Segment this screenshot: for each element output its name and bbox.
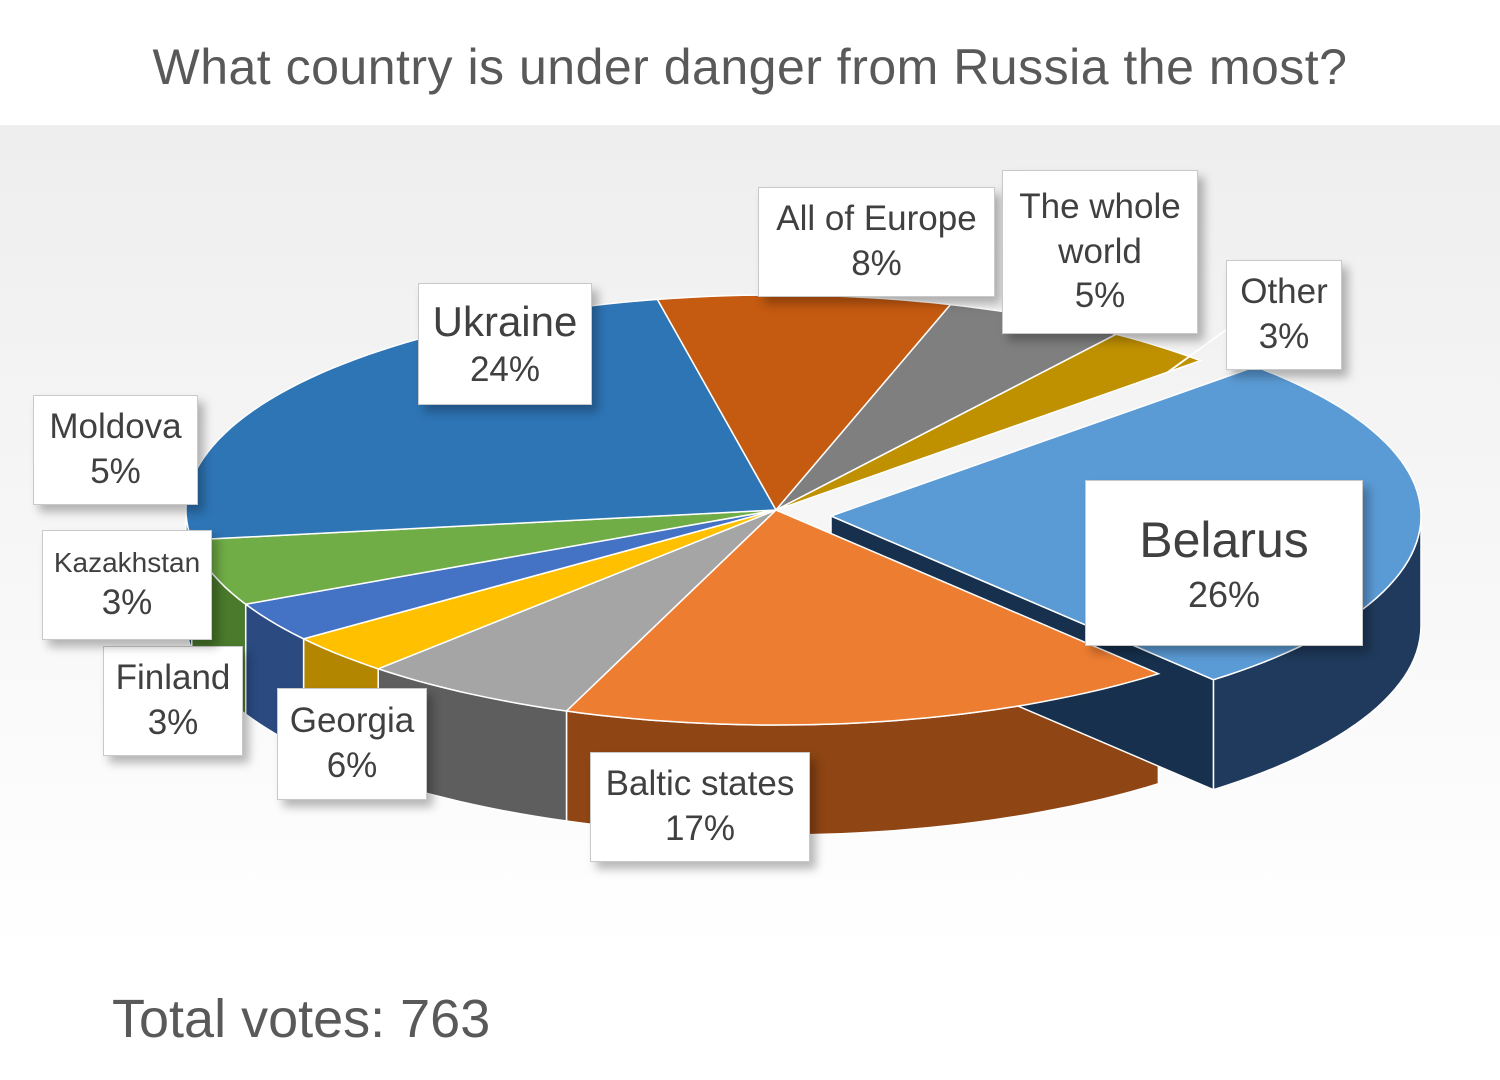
data-label-text: Baltic states [605, 764, 795, 804]
data-label-text: 5% [90, 452, 141, 491]
data-label-text: Belarus [1139, 511, 1309, 568]
total-votes: Total votes: 763 [112, 989, 491, 1049]
data-label-text: 17% [664, 809, 736, 848]
slice-baltic-states [564, 509, 1161, 726]
data-label-text: 5% [1074, 276, 1126, 316]
slice-georgia [375, 509, 777, 712]
data-label-text: All of Europe [776, 199, 977, 239]
data-label-text: 3% [101, 582, 153, 622]
data-label-finland: Finland 3% [103, 646, 243, 756]
leader-line-other [1167, 329, 1227, 373]
data-label-belarus: Belarus 26% [1085, 480, 1363, 646]
chart-title: What country is under danger from Russia… [152, 39, 1348, 95]
data-label-the-whole-world: The whole world 5% [1002, 170, 1198, 334]
data-label-text: world [1058, 231, 1142, 271]
data-label-text: The whole [1019, 186, 1181, 226]
data-label-text: 26% [1187, 573, 1261, 615]
data-label-text: 3% [147, 703, 199, 742]
data-label-text: Georgia [289, 701, 415, 741]
data-label-text: Moldova [49, 407, 182, 447]
data-label-all-of-europe: All of Europe 8% [758, 187, 995, 297]
data-label-baltic-states: Baltic states 17% [590, 752, 810, 862]
data-label-kazakhstan: Kazakhstan 3% [42, 530, 212, 640]
data-label-text: 6% [326, 746, 378, 785]
data-label-moldova: Moldova 5% [33, 395, 198, 505]
leader-lines [1167, 329, 1227, 373]
data-label-text: Ukraine [432, 297, 578, 345]
data-label-text: 3% [1258, 317, 1310, 356]
data-label-ukraine: Ukraine 24% [418, 283, 592, 405]
slice-other [775, 333, 1203, 511]
slice-finland [301, 509, 777, 670]
data-label-text: Kazakhstan [53, 546, 201, 578]
slice-kazakhstan [243, 509, 777, 640]
data-label-text: 8% [851, 244, 902, 283]
data-label-text: 24% [469, 350, 541, 390]
data-label-text: Other [1240, 272, 1328, 312]
data-label-text: Finland [115, 658, 231, 698]
data-label-other: Other 3% [1226, 260, 1342, 370]
data-label-georgia: Georgia 6% [277, 688, 427, 800]
